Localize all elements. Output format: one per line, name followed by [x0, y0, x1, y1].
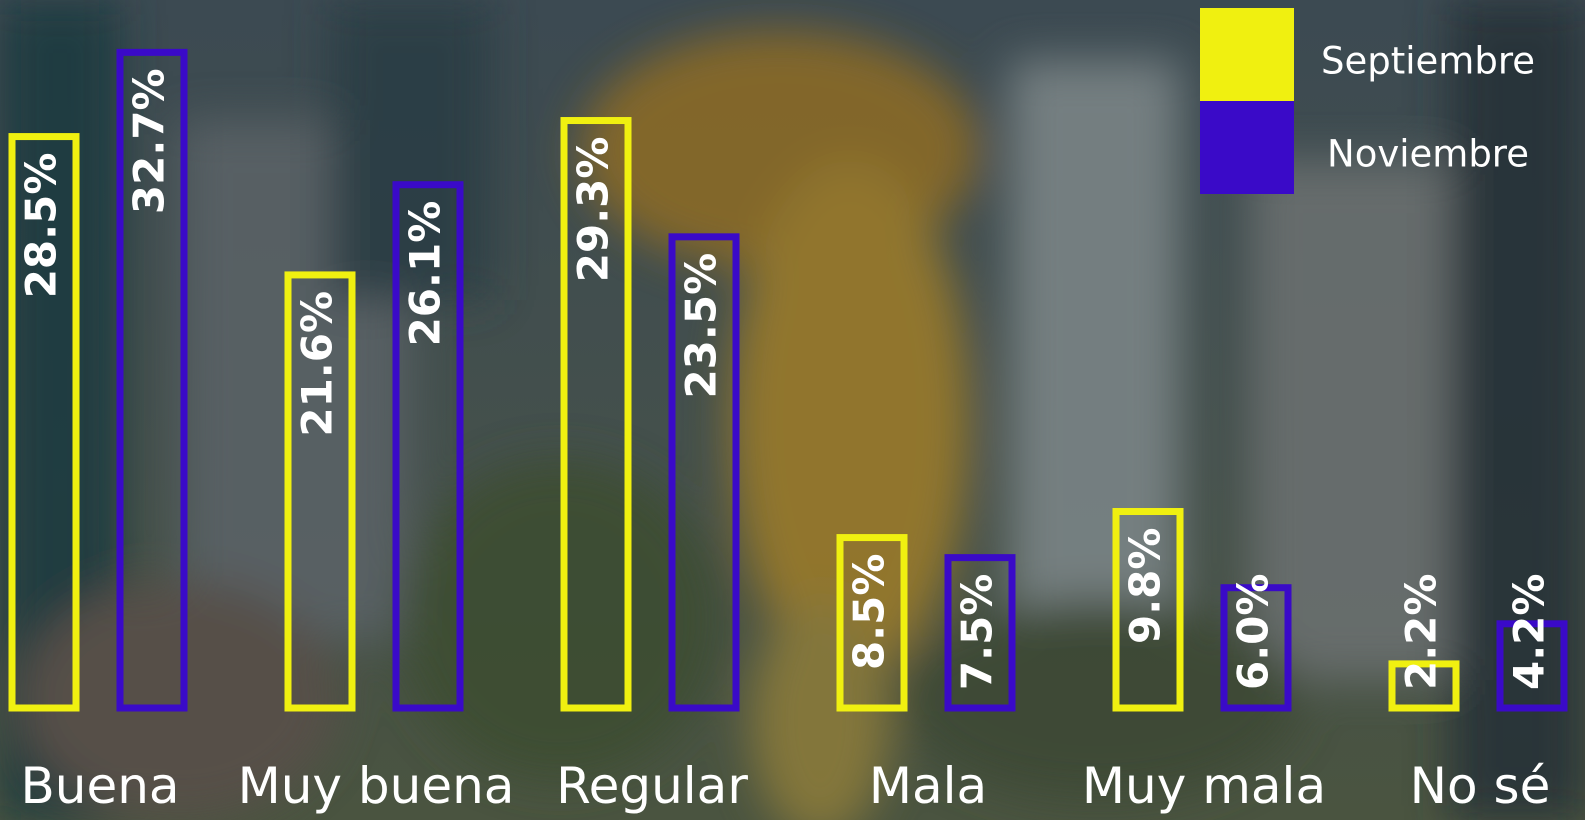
x-tick-label: Muy mala [1082, 757, 1326, 815]
value-label: 32.7% [125, 68, 174, 214]
value-label: 6.0% [1229, 574, 1278, 690]
value-label: 26.1% [401, 201, 450, 347]
legend-swatch [1200, 101, 1294, 194]
background [0, 0, 1585, 820]
value-label: 29.3% [569, 137, 618, 283]
x-tick-label: Muy buena [238, 757, 515, 815]
legend-label: Noviembre [1327, 133, 1529, 176]
x-tick-label: No sé [1410, 757, 1551, 815]
value-label: 23.5% [677, 253, 726, 399]
value-label: 9.8% [1121, 528, 1170, 644]
legend-swatch [1200, 8, 1294, 101]
value-label: 8.5% [845, 554, 894, 670]
x-tick-label: Buena [20, 757, 179, 815]
value-label: 7.5% [953, 574, 1002, 690]
legend-label: Septiembre [1321, 40, 1535, 83]
value-label: 4.2% [1505, 574, 1554, 690]
x-tick-label: Regular [556, 757, 748, 815]
value-label: 21.6% [293, 291, 342, 437]
x-tick-label: Mala [869, 757, 987, 815]
value-label: 2.2% [1397, 574, 1446, 690]
chart: Buena 28.5% 32.7% Muy buena 21.6% 26.1% Regula… [0, 0, 1585, 820]
value-label: 28.5% [17, 153, 66, 299]
